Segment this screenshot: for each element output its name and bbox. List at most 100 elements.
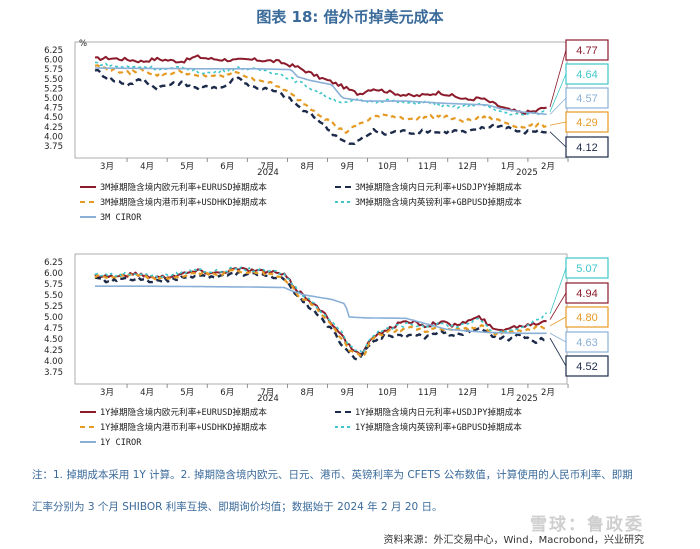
y-tick-label: 3.75 xyxy=(44,142,63,152)
series-line-ciror xyxy=(94,67,547,116)
callout-value: 4.64 xyxy=(576,69,597,81)
x-tick-label: 7月 xyxy=(260,388,274,398)
callout-box xyxy=(565,355,609,377)
callout-leader xyxy=(549,337,567,367)
callout-leader xyxy=(549,97,567,115)
y-tick-label: 4.75 xyxy=(44,324,63,334)
x-tick-label: 5月 xyxy=(180,388,194,398)
y-tick-label: 6.00 xyxy=(44,56,63,66)
source-note: 资料来源：外汇交易中心，Wind，Macrobond，兴业研究 xyxy=(383,535,644,546)
callout-value: 4.80 xyxy=(576,312,597,324)
y-tick-label: 5.50 xyxy=(44,75,63,85)
callout-box xyxy=(565,39,609,61)
x-tick-label: 6月 xyxy=(220,162,234,172)
x-tick-label: 8月 xyxy=(300,388,314,398)
x-tick-label: 3月 xyxy=(100,162,114,172)
x-tick-label: 7月 xyxy=(260,162,274,172)
callout-value: 4.29 xyxy=(576,117,597,129)
y-tick-label: 6.00 xyxy=(44,269,63,279)
x-tick-label: 5月 xyxy=(180,162,194,172)
callout-leader xyxy=(549,332,567,343)
year-label: 2024 xyxy=(257,394,279,404)
series-line-ciror xyxy=(95,285,547,335)
callout-value: 4.77 xyxy=(576,45,597,57)
legend-label: 3M掉期隐含境内英镑利率+GBPUSD掉期成本 xyxy=(355,196,522,208)
y-tick-label: 5.75 xyxy=(44,65,63,75)
y-tick-label: 4.25 xyxy=(44,346,63,356)
y-unit-label: % xyxy=(79,39,87,49)
y-tick-label: 5.75 xyxy=(44,280,63,290)
callout-box xyxy=(565,63,609,85)
y-tick-label: 6.25 xyxy=(44,258,63,268)
x-tick-label: 1月 xyxy=(501,162,515,172)
callout-box xyxy=(565,331,609,353)
y-tick-label: 4.25 xyxy=(44,123,63,133)
legend-label: 1Y掉期隐含境内欧元利率+EURUSD掉期成本 xyxy=(100,406,267,418)
legend-label: 3M掉期隐含境内港币利率+USDHKD掉期成本 xyxy=(100,196,267,208)
note-line-1: 注：1. 掉期成本采用 1Y 计算。2. 掉期隐含境内欧元、日元、港币、英镑利率… xyxy=(32,469,633,481)
x-tick-label: 4月 xyxy=(140,162,154,172)
legend-label: 1Y掉期隐含境内英镑利率+GBPUSD掉期成本 xyxy=(355,421,522,433)
callout-value: 4.52 xyxy=(576,361,597,373)
series-line-hkd xyxy=(94,64,547,134)
y-tick-label: 5.00 xyxy=(44,313,63,323)
y-tick-label: 6.25 xyxy=(44,46,63,56)
legend-label: 1Y掉期隐含境内港币利率+USDHKD掉期成本 xyxy=(100,421,267,433)
y-tick-label: 5.00 xyxy=(44,94,63,104)
callout-leader xyxy=(549,131,567,148)
x-tick-label: 9月 xyxy=(341,162,355,172)
y-tick-label: 4.75 xyxy=(44,104,63,114)
x-tick-label: 8月 xyxy=(300,162,314,172)
series-line-gbp xyxy=(94,266,548,355)
callout-box xyxy=(565,111,609,133)
series-line-eur xyxy=(94,54,547,115)
y-tick-label: 4.00 xyxy=(44,132,63,142)
x-tick-label: 2月 xyxy=(541,388,555,398)
callout-leader xyxy=(549,316,567,327)
figure-title: 图表 18: 借外币掉美元成本 xyxy=(256,8,444,26)
chart-panel-2: 6.256.005.755.505.255.004.754.504.254.00… xyxy=(44,253,609,448)
series-line-jpy xyxy=(94,68,547,146)
legend-label: 1Y CIROR xyxy=(100,438,142,448)
callout-value: 4.57 xyxy=(576,93,597,105)
note-line-2: 汇率分别为 3 个月 SHIBOR 利率互换、即期询价均值；数据始于 2024 … xyxy=(32,501,443,513)
chart-panel-1: 6.256.005.755.505.255.004.754.504.254.00… xyxy=(44,39,609,223)
callout-box xyxy=(565,257,609,279)
y-tick-label: 4.00 xyxy=(44,357,63,367)
x-tick-label: 4月 xyxy=(140,388,154,398)
series-line-hkd xyxy=(94,269,547,359)
x-tick-label: 12月 xyxy=(458,388,477,398)
x-tick-label: 10月 xyxy=(378,388,397,398)
callout-value: 4.12 xyxy=(576,142,597,154)
year-label: 2025 xyxy=(516,394,538,404)
x-tick-label: 2月 xyxy=(541,162,555,172)
y-tick-label: 4.50 xyxy=(44,113,63,123)
y-tick-label: 4.50 xyxy=(44,335,63,345)
x-tick-label: 3月 xyxy=(100,388,114,398)
callout-box xyxy=(565,306,609,328)
series-line-gbp xyxy=(94,61,548,117)
x-tick-label: 11月 xyxy=(418,162,437,172)
callout-value: 4.63 xyxy=(576,337,597,349)
year-label: 2024 xyxy=(257,168,279,178)
callout-box xyxy=(565,282,609,304)
x-tick-label: 12月 xyxy=(458,162,477,172)
plot-frame xyxy=(74,41,568,159)
x-tick-label: 1月 xyxy=(501,388,515,398)
legend-label: 3M CIROR xyxy=(100,213,142,223)
x-tick-label: 11月 xyxy=(418,388,437,398)
legend-label: 1Y掉期隐含境内日元利率+USDJPY掉期成本 xyxy=(355,406,522,418)
callout-leader xyxy=(549,73,567,112)
year-label: 2025 xyxy=(516,168,538,178)
x-tick-label: 10月 xyxy=(378,162,397,172)
callout-box xyxy=(565,136,609,158)
callout-leader xyxy=(549,49,567,107)
y-tick-label: 5.50 xyxy=(44,291,63,301)
callout-leader xyxy=(549,267,567,315)
legend-label: 3M掉期隐含境内日元利率+USDJPY掉期成本 xyxy=(355,181,522,193)
x-tick-label: 9月 xyxy=(341,388,355,398)
callout-value: 4.94 xyxy=(576,288,597,300)
watermark: 雪球：鲁政委 xyxy=(530,515,644,535)
y-tick-label: 5.25 xyxy=(44,84,63,94)
callout-value: 5.07 xyxy=(576,263,597,275)
